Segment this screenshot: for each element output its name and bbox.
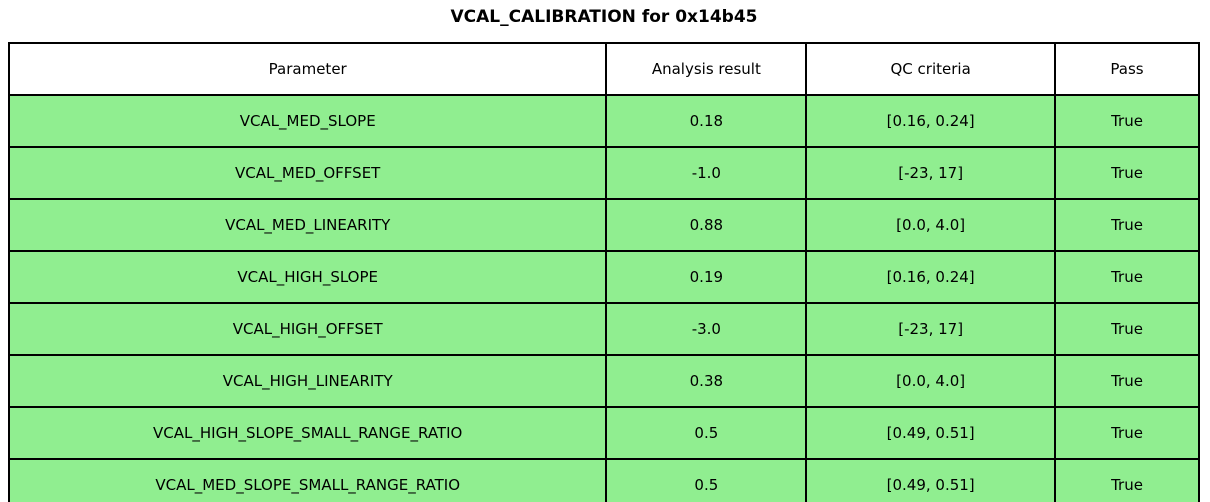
table-row: VCAL_HIGH_LINEARITY 0.38 [0.0, 4.0] True: [7, 354, 1200, 408]
cell-parameter: VCAL_HIGH_SLOPE_SMALL_RANGE_RATIO: [7, 406, 608, 460]
figure-title: VCAL_CALIBRATION for 0x14b45: [450, 7, 758, 27]
cell-qc-criteria: [0.16, 0.24]: [805, 94, 1056, 148]
table-row: VCAL_HIGH_SLOPE_SMALL_RANGE_RATIO 0.5 [0.4…: [7, 406, 1200, 460]
cell-pass: True: [1054, 406, 1200, 460]
table-row: VCAL_HIGH_SLOPE 0.19 [0.16, 0.24] True: [7, 250, 1200, 304]
cell-parameter: VCAL_HIGH_SLOPE: [7, 250, 608, 304]
cell-analysis-result: 0.5: [605, 458, 808, 502]
cell-qc-criteria: [-23, 17]: [805, 302, 1056, 356]
cell-pass: True: [1054, 458, 1200, 502]
table-row: VCAL_MED_OFFSET -1.0 [-23, 17] True: [7, 146, 1200, 200]
table-row: VCAL_MED_SLOPE 0.18 [0.16, 0.24] True: [7, 94, 1200, 148]
col-header-qc-criteria: QC criteria: [805, 42, 1056, 96]
cell-pass: True: [1054, 302, 1200, 356]
cell-parameter: VCAL_MED_LINEARITY: [7, 198, 608, 252]
cell-pass: True: [1054, 250, 1200, 304]
cell-analysis-result: 0.88: [605, 198, 808, 252]
col-header-parameter: Parameter: [7, 42, 608, 96]
cell-analysis-result: -3.0: [605, 302, 808, 356]
cell-pass: True: [1054, 354, 1200, 408]
cell-qc-criteria: [0.16, 0.24]: [805, 250, 1056, 304]
cell-parameter: VCAL_MED_SLOPE_SMALL_RANGE_RATIO: [7, 458, 608, 502]
col-header-analysis-result: Analysis result: [605, 42, 808, 96]
qc-table: Parameter Analysis result QC criteria Pa…: [7, 42, 1200, 502]
cell-qc-criteria: [0.0, 4.0]: [805, 198, 1056, 252]
table-row: VCAL_MED_SLOPE_SMALL_RANGE_RATIO 0.5 [0.49…: [7, 458, 1200, 502]
cell-pass: True: [1054, 94, 1200, 148]
cell-pass: True: [1054, 146, 1200, 200]
cell-analysis-result: 0.5: [605, 406, 808, 460]
cell-pass: True: [1054, 198, 1200, 252]
cell-qc-criteria: [0.49, 0.51]: [805, 458, 1056, 502]
cell-parameter: VCAL_HIGH_OFFSET: [7, 302, 608, 356]
cell-parameter: VCAL_HIGH_LINEARITY: [7, 354, 608, 408]
cell-qc-criteria: [0.49, 0.51]: [805, 406, 1056, 460]
cell-analysis-result: 0.19: [605, 250, 808, 304]
cell-analysis-result: -1.0: [605, 146, 808, 200]
cell-qc-criteria: [0.0, 4.0]: [805, 354, 1056, 408]
cell-analysis-result: 0.38: [605, 354, 808, 408]
cell-analysis-result: 0.18: [605, 94, 808, 148]
cell-qc-criteria: [-23, 17]: [805, 146, 1056, 200]
table-row: VCAL_HIGH_OFFSET -3.0 [-23, 17] True: [7, 302, 1200, 356]
col-header-pass: Pass: [1054, 42, 1200, 96]
header-row: Parameter Analysis result QC criteria Pa…: [7, 42, 1200, 96]
table-row: VCAL_MED_LINEARITY 0.88 [0.0, 4.0] True: [7, 198, 1200, 252]
cell-parameter: VCAL_MED_SLOPE: [7, 94, 608, 148]
cell-parameter: VCAL_MED_OFFSET: [7, 146, 608, 200]
